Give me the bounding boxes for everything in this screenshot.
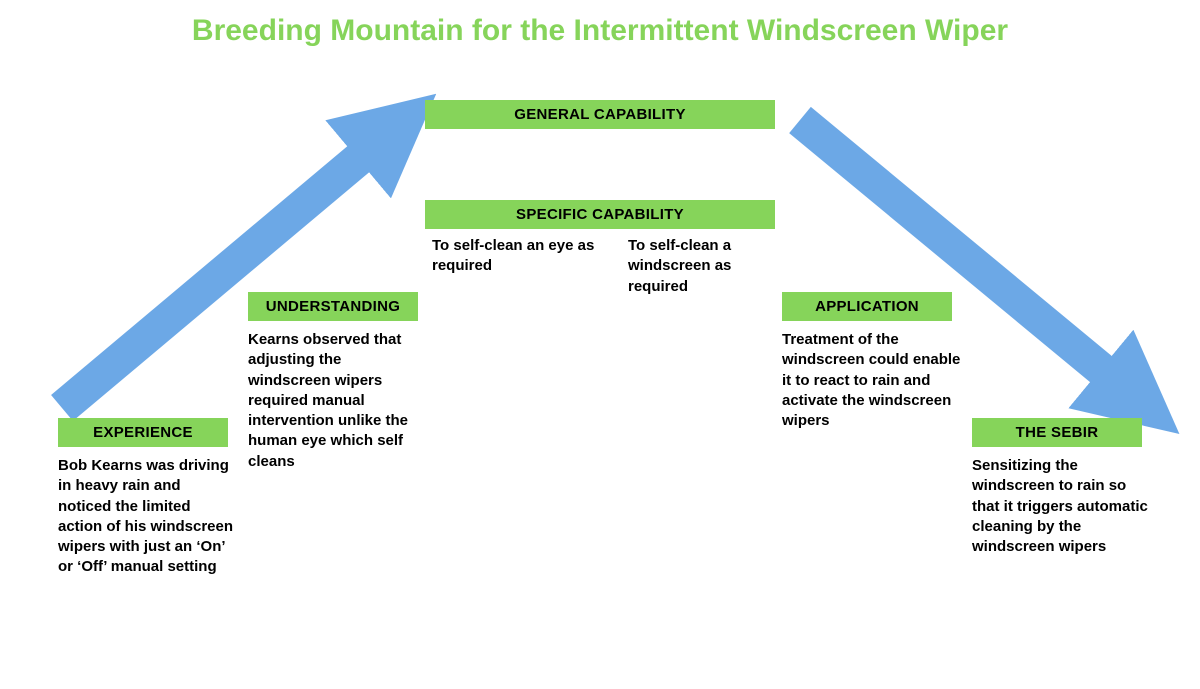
label-application: APPLICATION: [782, 292, 952, 321]
text-application: Treatment of the windscreen could enable…: [782, 330, 962, 431]
page-title: Breeding Mountain for the Intermittent W…: [0, 14, 1200, 49]
text-experience: Bob Kearns was driving in heavy rain and…: [58, 456, 238, 578]
label-understanding: UNDERSTANDING: [248, 292, 418, 321]
text-spec-left: To self-clean an eye as required: [432, 236, 612, 277]
label-experience: EXPERIENCE: [58, 418, 228, 447]
text-sebir: Sensitizing the windscreen to rain so th…: [972, 456, 1152, 557]
label-sebir: THE SEBIR: [972, 418, 1142, 447]
text-understanding: Kearns observed that adjusting the winds…: [248, 330, 428, 472]
text-spec-right: To self-clean a windscreen as required: [628, 236, 778, 297]
label-general-capability: GENERAL CAPABILITY: [425, 100, 775, 129]
label-specific-capability: SPECIFIC CAPABILITY: [425, 200, 775, 229]
